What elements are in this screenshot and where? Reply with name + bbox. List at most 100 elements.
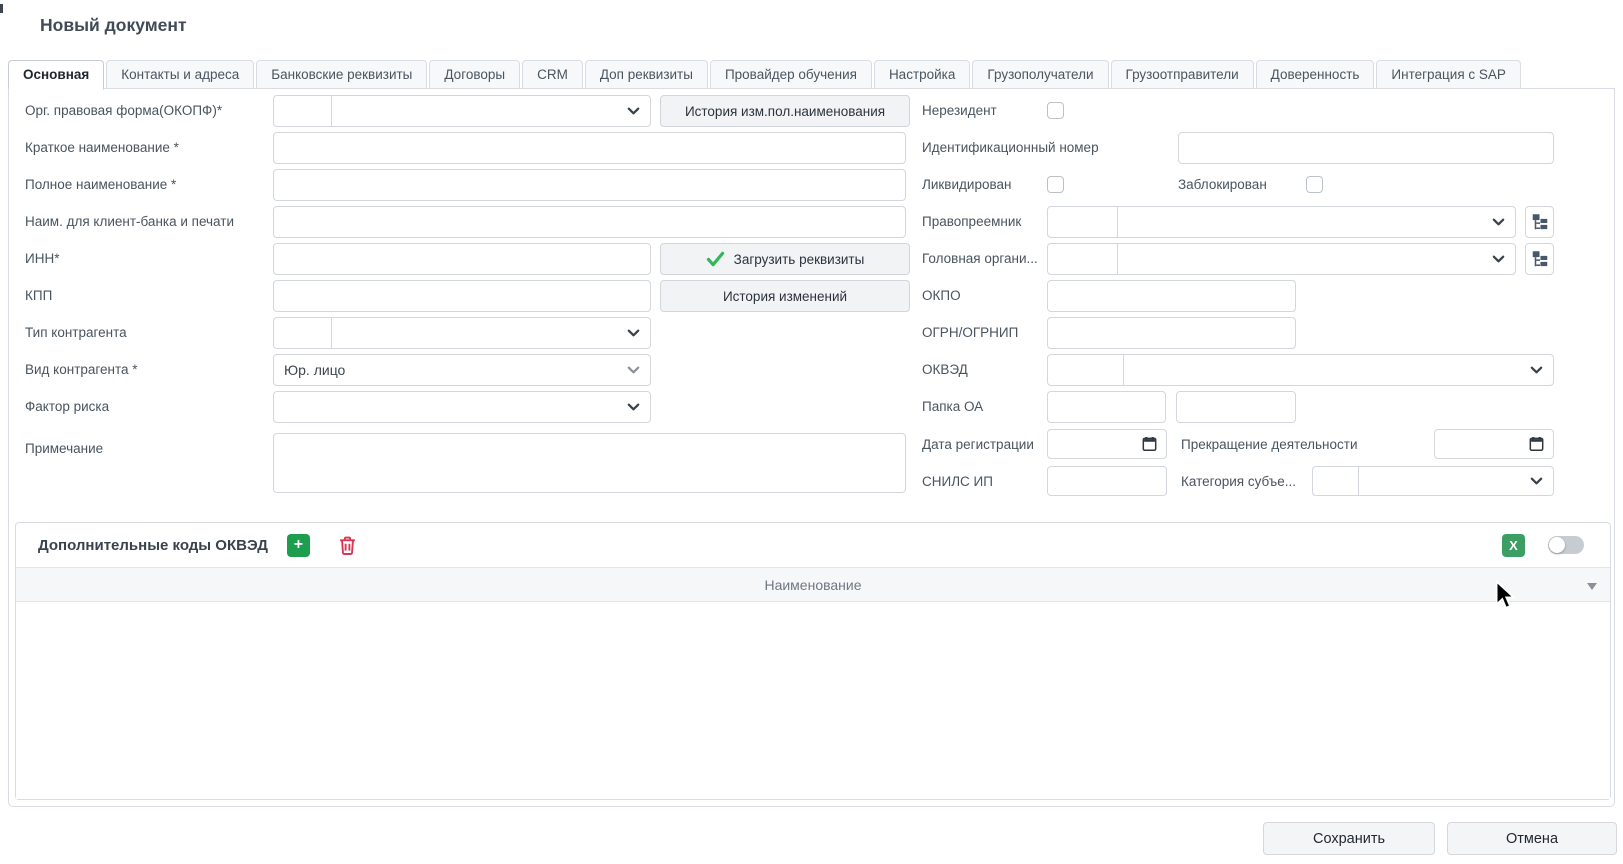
risk-factor-select[interactable]	[273, 391, 651, 423]
blocked-checkbox[interactable]	[1306, 176, 1323, 193]
successor-combobox[interactable]	[1047, 206, 1516, 238]
tab-contacts[interactable]: Контакты и адреса	[106, 60, 255, 89]
okved-extra-codes-section: Дополнительные коды ОКВЭД + X Наименован…	[15, 522, 1611, 800]
head-org-code-subfield[interactable]	[1048, 244, 1118, 274]
subject-category-combobox[interactable]	[1312, 466, 1554, 496]
check-icon	[706, 251, 724, 267]
window-edge-artifact	[0, 4, 3, 13]
okopf-code-subfield[interactable]	[274, 96, 332, 126]
blocked-label: Заблокирован	[1178, 177, 1267, 192]
tab-consignees[interactable]: Грузополучатели	[972, 60, 1109, 89]
counterparty-type-code-subfield[interactable]	[274, 318, 332, 348]
counterparty-kind-value: Юр. лицо	[284, 362, 346, 378]
excel-export-button[interactable]: X	[1502, 533, 1525, 557]
trash-icon	[340, 536, 355, 555]
ogrn-input[interactable]	[1047, 317, 1296, 349]
okved-label: ОКВЭД	[922, 362, 968, 377]
okpo-input[interactable]	[1047, 280, 1296, 312]
tab-training-provider[interactable]: Провайдер обучения	[709, 60, 872, 89]
column-menu-caret-icon[interactable]	[1587, 583, 1597, 590]
chevron-down-icon	[627, 403, 640, 411]
plus-icon: +	[293, 536, 304, 553]
full-name-label: Полное наименование *	[25, 177, 177, 192]
calendar-icon	[1529, 436, 1544, 451]
cancel-button[interactable]: Отмена	[1447, 822, 1617, 855]
calendar-icon	[1142, 436, 1157, 451]
bank-print-name-input[interactable]	[273, 206, 906, 238]
okpo-label: ОКПО	[922, 288, 961, 303]
reg-date-label: Дата регистрации	[922, 437, 1034, 452]
full-name-input[interactable]	[273, 169, 906, 201]
chevron-down-icon	[627, 107, 640, 115]
oa-folder-input-2[interactable]	[1176, 391, 1296, 423]
kpp-label: КПП	[25, 288, 53, 303]
kpp-input[interactable]	[273, 280, 651, 312]
head-org-combobox[interactable]	[1047, 243, 1516, 275]
snils-input[interactable]	[1047, 466, 1167, 496]
oa-folder-input-1[interactable]	[1047, 391, 1166, 423]
note-label: Примечание	[25, 441, 104, 456]
tree-icon	[1532, 214, 1547, 230]
short-name-input[interactable]	[273, 132, 906, 164]
tab-main[interactable]: Основная	[8, 60, 105, 90]
tab-settings[interactable]: Настройка	[873, 60, 971, 89]
termination-date-input[interactable]	[1434, 429, 1554, 459]
inn-input[interactable]	[273, 243, 651, 275]
subject-category-label: Категория субъе...	[1181, 474, 1296, 489]
liquidated-label: Ликвидирован	[922, 177, 1012, 192]
okved-combobox[interactable]	[1047, 354, 1554, 386]
counterparty-kind-select[interactable]: Юр. лицо	[273, 354, 651, 386]
counterparty-type-combobox[interactable]	[273, 317, 651, 349]
tab-extra-details[interactable]: Доп реквизиты	[584, 60, 708, 89]
successor-tree-button[interactable]	[1525, 206, 1554, 238]
nonresident-checkbox[interactable]	[1047, 102, 1064, 119]
chevron-down-icon	[1530, 366, 1543, 374]
tab-power-of-attorney[interactable]: Доверенность	[1255, 60, 1375, 89]
tab-contracts[interactable]: Договоры	[429, 60, 521, 89]
tab-bank-details[interactable]: Банковские реквизиты	[256, 60, 428, 89]
tab-crm[interactable]: CRM	[522, 60, 583, 89]
oa-folder-label: Папка ОА	[922, 399, 984, 414]
page-title: Новый документ	[40, 15, 187, 35]
successor-label: Правопреемник	[922, 214, 1022, 229]
toggle-knob	[1549, 537, 1565, 553]
note-textarea[interactable]	[273, 433, 906, 493]
tab-sap-integration[interactable]: Интеграция с SAP	[1376, 60, 1521, 89]
termination-label: Прекращение деятельности	[1181, 437, 1358, 452]
okved-code-subfield[interactable]	[1048, 355, 1124, 385]
okved-table-header[interactable]: Наименование	[16, 567, 1610, 602]
snils-label: СНИЛС ИП	[922, 474, 993, 489]
head-org-tree-button[interactable]	[1525, 243, 1554, 275]
counterparty-type-label: Тип контрагента	[25, 325, 127, 340]
id-number-label: Идентификационный номер	[922, 140, 1099, 155]
risk-factor-label: Фактор риска	[25, 399, 110, 414]
load-requisites-label: Загрузить реквизиты	[733, 251, 865, 267]
okopf-combobox[interactable]	[273, 95, 651, 127]
short-name-label: Краткое наименование *	[25, 140, 179, 155]
delete-row-button[interactable]	[337, 535, 358, 556]
okved-table-body	[16, 603, 1610, 799]
chevron-down-icon	[1492, 218, 1505, 226]
subject-category-code-subfield[interactable]	[1313, 467, 1359, 495]
table-toggle-switch[interactable]	[1548, 536, 1584, 554]
main-form-panel: Орг. правовая форма(ОКОПФ)* История изм.…	[8, 88, 1615, 807]
reg-date-input[interactable]	[1047, 429, 1167, 459]
name-change-history-button[interactable]: История изм.пол.наименования	[660, 95, 910, 127]
id-number-input[interactable]	[1178, 132, 1554, 164]
tab-bar: Основная Контакты и адреса Банковские ре…	[8, 60, 1521, 90]
successor-code-subfield[interactable]	[1048, 207, 1118, 237]
okopf-label: Орг. правовая форма(ОКОПФ)*	[25, 103, 223, 118]
tree-icon	[1532, 251, 1547, 267]
chevron-down-icon	[1492, 255, 1505, 263]
save-button[interactable]: Сохранить	[1263, 822, 1435, 855]
nonresident-label: Нерезидент	[922, 103, 997, 118]
head-org-label: Головная органи...	[922, 251, 1038, 266]
chevron-down-icon	[627, 366, 640, 374]
tab-consignors[interactable]: Грузоотправители	[1110, 60, 1254, 89]
add-row-button[interactable]: +	[286, 533, 310, 557]
liquidated-checkbox[interactable]	[1047, 176, 1064, 193]
load-requisites-button[interactable]: Загрузить реквизиты	[660, 243, 910, 275]
chevron-down-icon	[1530, 477, 1543, 485]
change-history-button[interactable]: История изменений	[660, 280, 910, 312]
